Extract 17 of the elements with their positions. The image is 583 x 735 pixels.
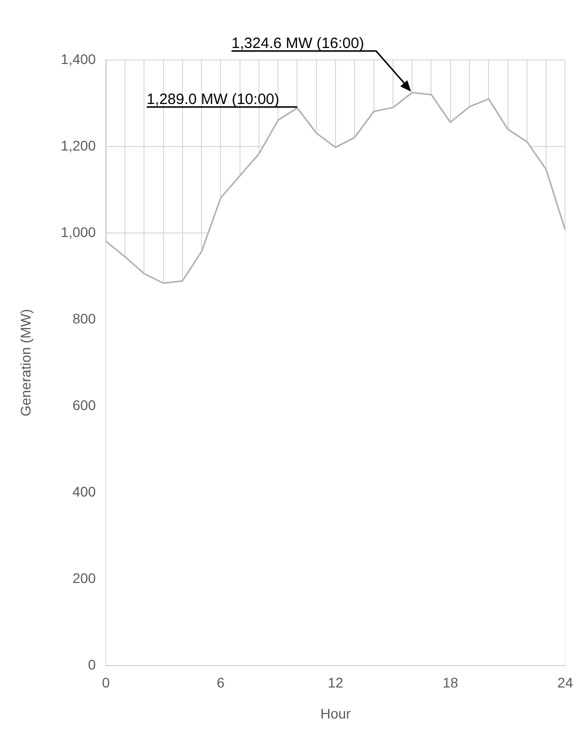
x-tick-label: 0 bbox=[102, 674, 110, 691]
annotation: 1,289.0 MW (10:00) bbox=[146, 91, 280, 108]
x-tick-label: 12 bbox=[328, 674, 344, 691]
annotation: 1,324.6 MW (16:00) bbox=[232, 35, 364, 52]
y-tick-label: 1,000 bbox=[60, 224, 96, 240]
x-tick-label: 24 bbox=[557, 674, 574, 691]
y-tick-label: 600 bbox=[72, 396, 96, 413]
y-tick-label: 800 bbox=[72, 310, 96, 326]
x-tick-label: 18 bbox=[442, 674, 458, 691]
y-tick-label: 1,400 bbox=[60, 50, 96, 67]
y-tick-label: 0 bbox=[88, 656, 96, 672]
y-axis-title: Generation (MW) bbox=[17, 309, 34, 416]
y-tick-label: 1,200 bbox=[60, 137, 96, 154]
x-tick-label: 6 bbox=[216, 674, 225, 691]
y-tick-label: 400 bbox=[72, 483, 96, 500]
x-axis-title: Hour bbox=[320, 705, 352, 722]
y-tick-label: 200 bbox=[72, 570, 96, 586]
